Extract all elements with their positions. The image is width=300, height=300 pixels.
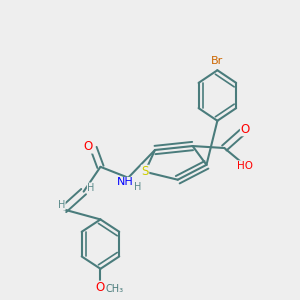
Text: HO: HO — [237, 161, 253, 171]
Text: H: H — [58, 200, 65, 210]
Text: O: O — [96, 281, 105, 294]
Text: O: O — [241, 123, 250, 136]
Text: Br: Br — [211, 56, 224, 66]
Text: H: H — [134, 182, 141, 192]
Text: O: O — [84, 140, 93, 153]
Text: S: S — [141, 165, 149, 178]
Text: H: H — [87, 183, 95, 193]
Text: CH₃: CH₃ — [106, 284, 124, 294]
Text: NH: NH — [117, 178, 134, 188]
